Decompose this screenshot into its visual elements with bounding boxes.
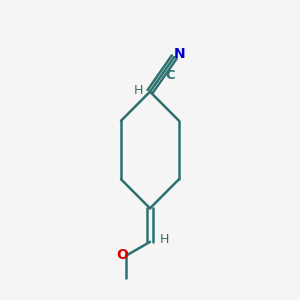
- Text: H: H: [159, 233, 169, 246]
- Text: O: O: [117, 248, 128, 262]
- Text: H: H: [134, 84, 144, 97]
- Text: N: N: [174, 46, 185, 61]
- Text: C: C: [165, 70, 175, 83]
